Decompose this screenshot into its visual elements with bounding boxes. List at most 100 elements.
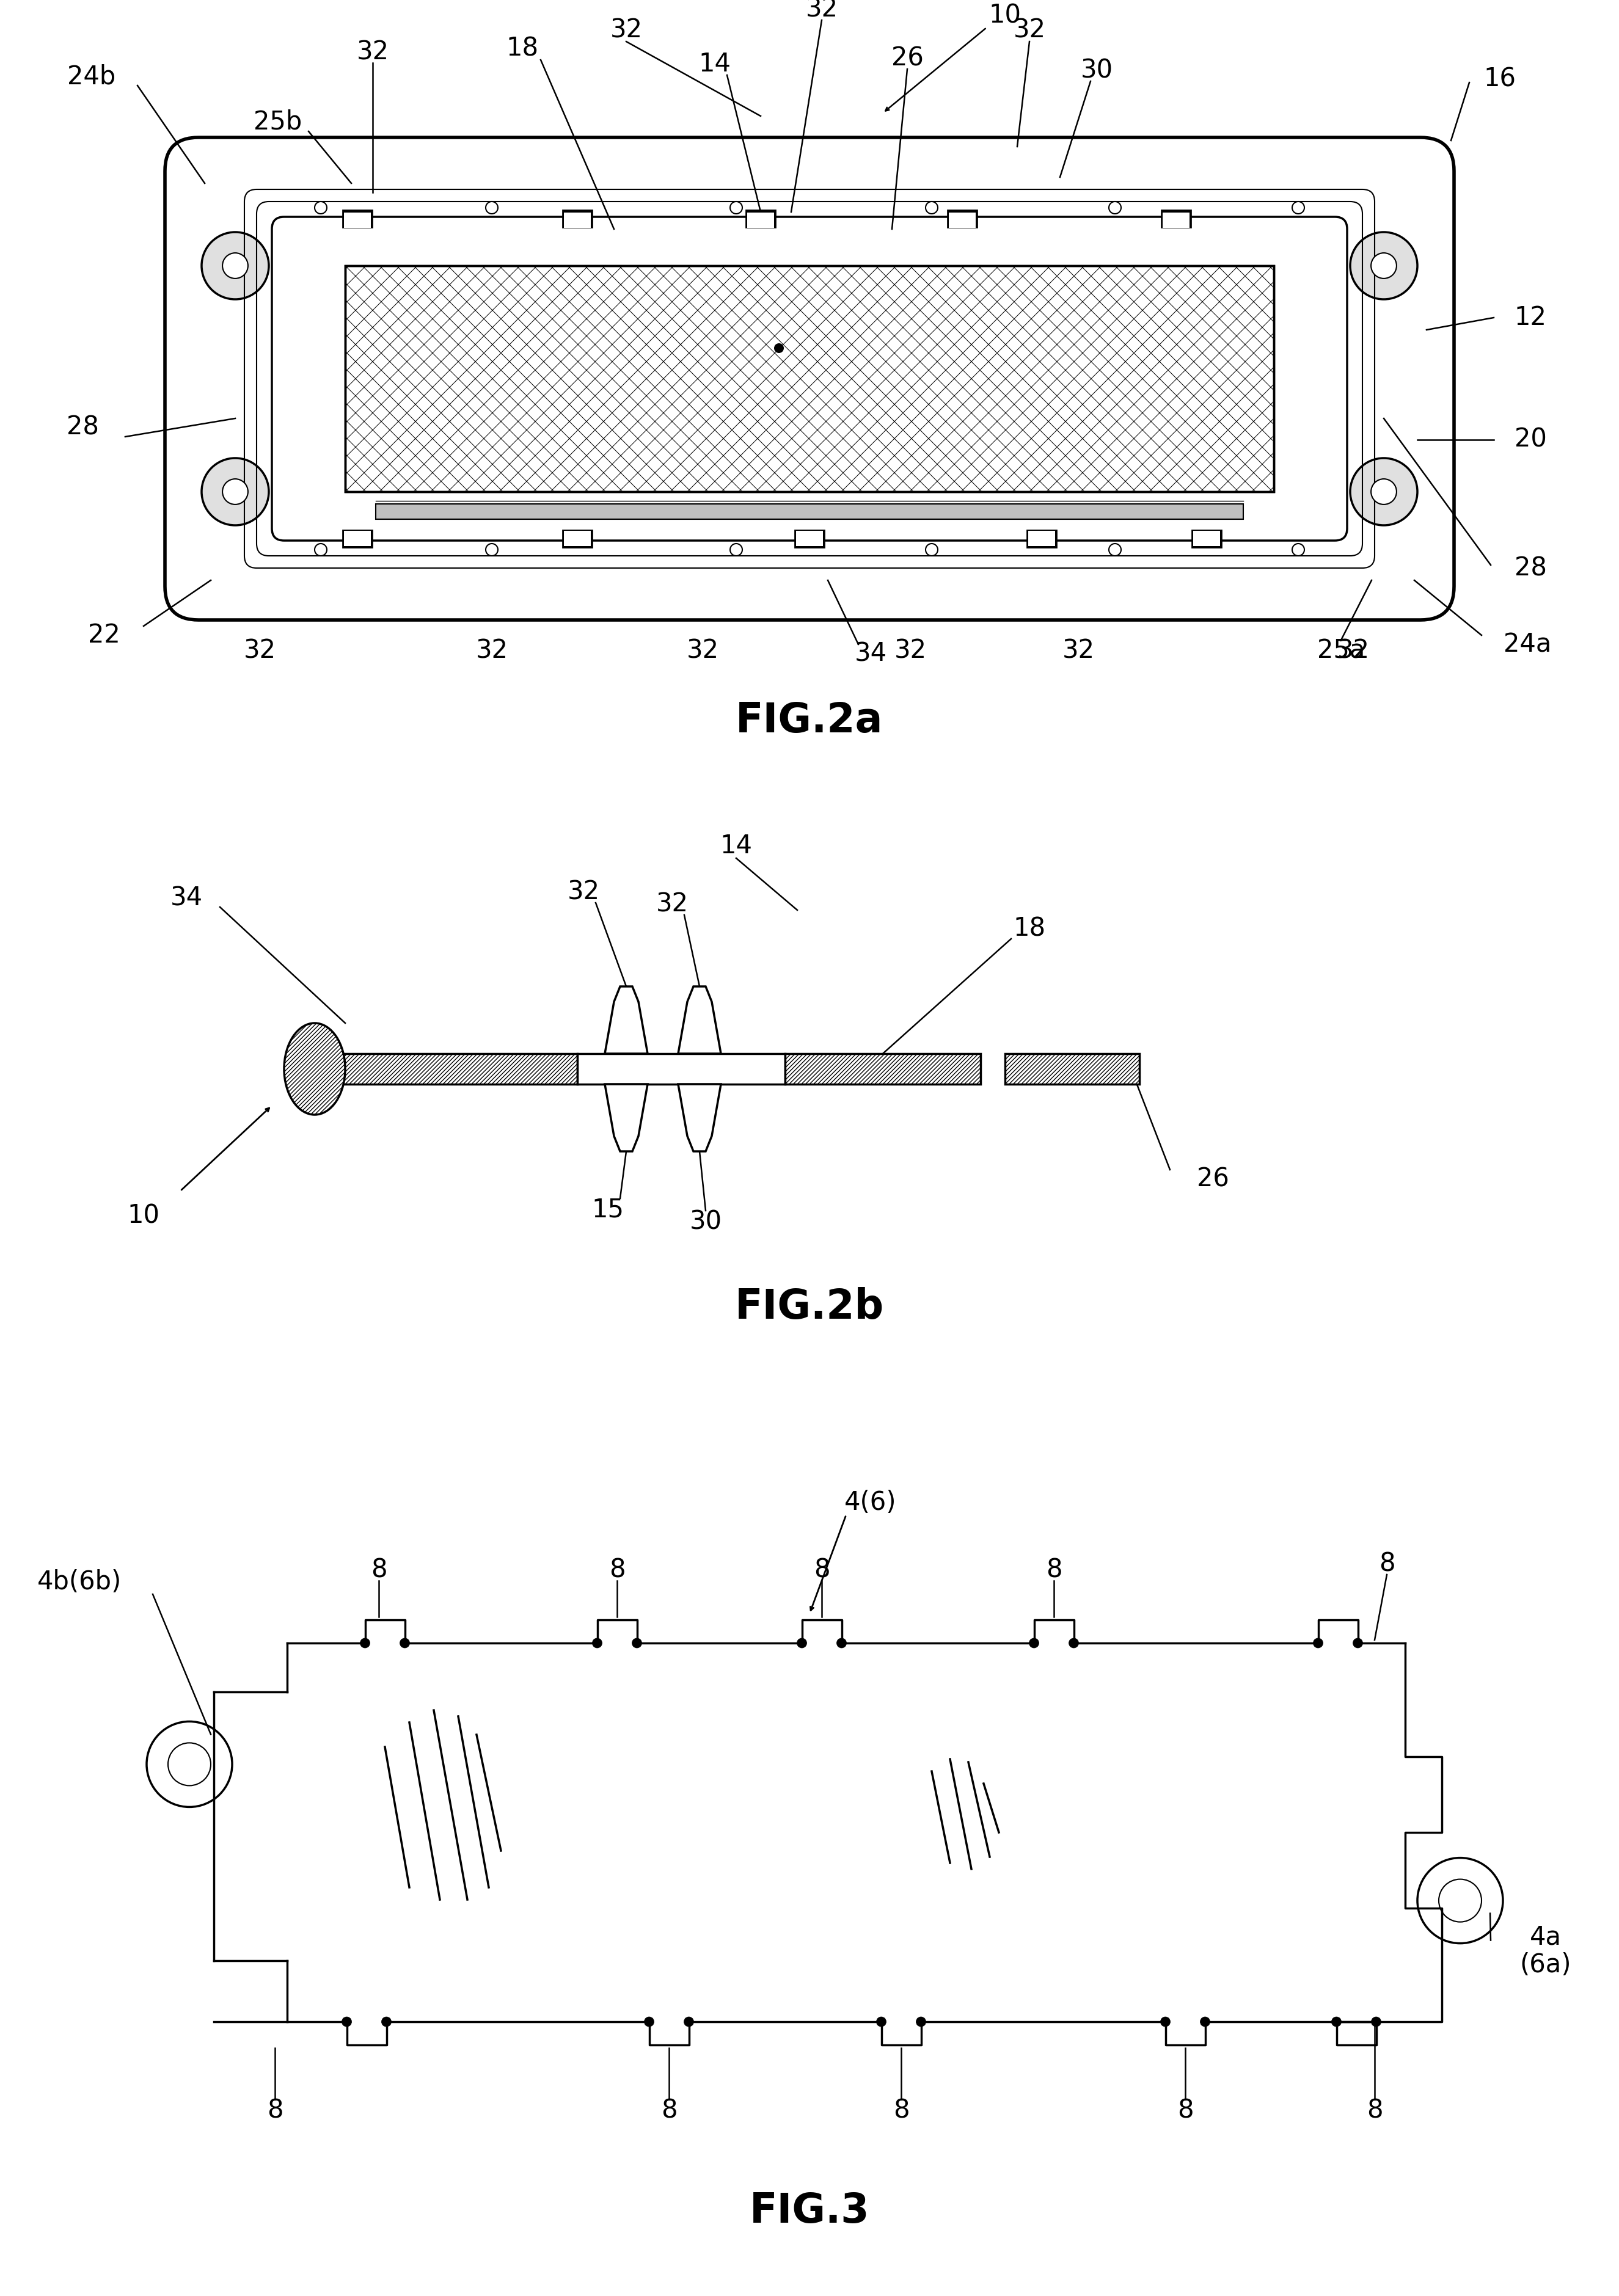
Circle shape — [876, 2016, 886, 2027]
Bar — [343, 214, 371, 227]
Circle shape — [202, 232, 269, 298]
Polygon shape — [606, 1084, 648, 1150]
Text: 20: 20 — [1514, 427, 1546, 452]
Circle shape — [926, 202, 937, 214]
Bar — [376, 503, 1243, 519]
Circle shape — [1313, 1637, 1323, 1649]
Text: 15: 15 — [591, 1196, 623, 1221]
Text: 4b(6b): 4b(6b) — [37, 1568, 121, 1596]
Text: FIG.2b: FIG.2b — [735, 1288, 884, 1327]
Circle shape — [593, 1637, 602, 1649]
Bar — [562, 530, 593, 549]
Polygon shape — [606, 987, 648, 1054]
Circle shape — [1161, 2016, 1171, 2027]
Text: 8: 8 — [609, 1557, 625, 1582]
Text: 14: 14 — [720, 833, 753, 859]
Circle shape — [730, 202, 742, 214]
Text: 32: 32 — [610, 18, 643, 44]
Circle shape — [314, 202, 327, 214]
Bar — [1192, 530, 1222, 549]
Circle shape — [1353, 1637, 1363, 1649]
Bar — [797, 530, 822, 546]
Text: 32: 32 — [656, 891, 688, 916]
Circle shape — [1292, 544, 1305, 556]
Text: 26: 26 — [1196, 1166, 1229, 1192]
Circle shape — [222, 480, 248, 505]
Circle shape — [797, 1637, 806, 1649]
Text: 16: 16 — [1483, 67, 1515, 92]
Bar — [342, 209, 372, 227]
Circle shape — [314, 544, 327, 556]
Bar — [1026, 530, 1057, 549]
Bar — [795, 530, 824, 549]
Text: A: A — [745, 340, 764, 363]
Text: 34: 34 — [170, 884, 202, 912]
Circle shape — [1331, 2016, 1341, 2027]
Circle shape — [222, 253, 248, 278]
Bar — [343, 530, 371, 546]
Text: 28: 28 — [1514, 556, 1546, 581]
Circle shape — [730, 544, 742, 556]
Text: 8: 8 — [814, 1557, 831, 1582]
Text: 8: 8 — [1046, 1557, 1062, 1582]
Text: 8: 8 — [661, 2099, 677, 2124]
Bar — [562, 209, 593, 227]
Text: 10: 10 — [128, 1203, 160, 1228]
Text: 32: 32 — [894, 638, 926, 664]
Text: 18: 18 — [507, 37, 539, 62]
Circle shape — [926, 544, 937, 556]
Circle shape — [774, 344, 784, 354]
Circle shape — [1292, 202, 1305, 214]
Polygon shape — [678, 1084, 720, 1150]
Circle shape — [1200, 2016, 1209, 2027]
Text: 4(6): 4(6) — [845, 1490, 897, 1515]
Text: 8: 8 — [894, 2099, 910, 2124]
Bar — [321, 1054, 578, 1084]
Text: 32: 32 — [356, 39, 389, 64]
Text: 24b: 24b — [68, 64, 117, 90]
Text: 14: 14 — [699, 51, 732, 78]
Bar — [345, 266, 1274, 491]
Text: 8: 8 — [371, 1557, 387, 1582]
Text: 26: 26 — [890, 46, 923, 71]
Bar — [563, 214, 591, 227]
Text: 22: 22 — [87, 622, 120, 647]
Bar — [1005, 1054, 1140, 1084]
Bar — [1161, 209, 1192, 227]
Polygon shape — [678, 987, 720, 1054]
Text: 32: 32 — [1337, 638, 1370, 664]
Text: 8: 8 — [1366, 2099, 1383, 2124]
Bar — [947, 209, 978, 227]
Circle shape — [916, 2016, 926, 2027]
Bar — [949, 214, 976, 227]
Circle shape — [1109, 544, 1120, 556]
Bar — [342, 530, 372, 549]
Bar — [1162, 214, 1190, 227]
Bar — [345, 266, 1274, 491]
Bar — [748, 214, 774, 227]
Text: 8: 8 — [1379, 1550, 1396, 1577]
Circle shape — [382, 2016, 392, 2027]
Text: 28: 28 — [66, 416, 99, 441]
Text: 12: 12 — [1514, 305, 1546, 331]
Circle shape — [1030, 1637, 1039, 1649]
Text: A: A — [889, 338, 907, 360]
Text: 25a: 25a — [1318, 638, 1365, 664]
Circle shape — [1350, 459, 1417, 526]
Text: 10: 10 — [989, 2, 1022, 28]
Text: 32: 32 — [806, 0, 839, 23]
Text: 18: 18 — [1013, 916, 1046, 941]
Bar — [563, 530, 591, 546]
Circle shape — [486, 202, 499, 214]
Circle shape — [486, 544, 499, 556]
Text: 32: 32 — [476, 638, 508, 664]
Ellipse shape — [283, 1024, 345, 1116]
Circle shape — [342, 2016, 351, 2027]
Circle shape — [1109, 202, 1120, 214]
Text: 8: 8 — [1177, 2099, 1193, 2124]
Circle shape — [837, 1637, 847, 1649]
Text: (6a): (6a) — [1520, 1952, 1572, 1977]
Circle shape — [202, 459, 269, 526]
Text: 30: 30 — [1080, 57, 1112, 83]
Circle shape — [631, 1637, 641, 1649]
